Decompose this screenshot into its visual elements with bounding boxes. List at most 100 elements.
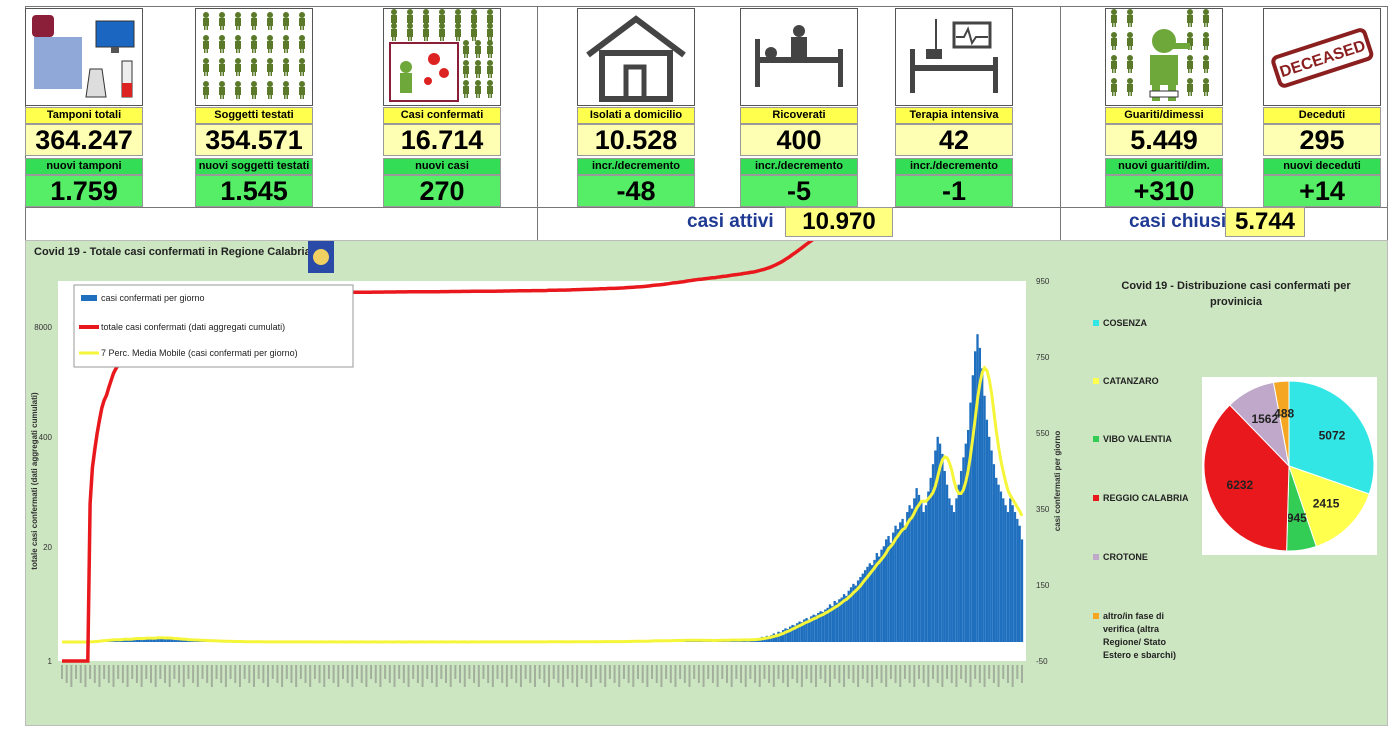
x-date-label bbox=[730, 665, 733, 687]
daily-bar bbox=[824, 609, 827, 642]
right-tick-label: 350 bbox=[1036, 505, 1050, 514]
pie-slice bbox=[1203, 404, 1290, 552]
daily-bar bbox=[142, 638, 146, 642]
x-date-label bbox=[445, 665, 447, 683]
card-value: 10.528 bbox=[577, 124, 695, 156]
card-sublabel: nuovi guariti/dim. bbox=[1105, 158, 1223, 175]
x-date-label bbox=[187, 665, 190, 679]
x-date-label bbox=[426, 665, 429, 679]
daily-bar bbox=[840, 597, 843, 642]
x-date-label bbox=[978, 665, 981, 683]
daily-bar bbox=[878, 556, 881, 642]
daily-bar bbox=[177, 639, 181, 642]
daily-bar bbox=[835, 602, 839, 642]
x-date-label bbox=[964, 665, 967, 683]
intensive-care-icon bbox=[895, 8, 1013, 106]
x-date-label bbox=[622, 665, 625, 679]
daily-bar bbox=[936, 436, 939, 642]
x-date-label bbox=[1011, 665, 1014, 687]
x-date-label bbox=[805, 665, 808, 679]
daily-bar bbox=[826, 607, 829, 642]
x-date-label bbox=[627, 665, 630, 683]
daily-bar bbox=[981, 368, 984, 642]
card-sublabel: nuovi soggetti testati bbox=[195, 158, 313, 175]
daily-bar bbox=[786, 629, 790, 642]
x-date-label bbox=[459, 665, 462, 683]
x-date-label bbox=[950, 665, 953, 683]
x-date-label bbox=[1006, 665, 1009, 683]
daily-bar bbox=[882, 546, 886, 642]
pie-value-label: 488 bbox=[1274, 407, 1294, 421]
x-date-label bbox=[103, 665, 106, 679]
x-date-label bbox=[126, 665, 129, 687]
x-date-label bbox=[65, 665, 68, 683]
daily-bar bbox=[903, 525, 907, 642]
daily-bar bbox=[1020, 539, 1024, 642]
x-date-label bbox=[899, 665, 902, 687]
card-subvalue: +310 bbox=[1105, 175, 1223, 207]
daily-bar bbox=[983, 395, 986, 642]
daily-bar bbox=[971, 375, 974, 642]
daily-bar bbox=[821, 611, 825, 642]
card-value: 354.571 bbox=[195, 124, 313, 156]
x-date-label bbox=[604, 665, 607, 687]
right-tick-label: 550 bbox=[1036, 429, 1050, 438]
x-date-label bbox=[660, 665, 663, 687]
x-date-label bbox=[969, 665, 972, 687]
closed-cases-value: 5.744 bbox=[1225, 207, 1305, 237]
x-date-label bbox=[145, 665, 148, 679]
hospital-bed-icon bbox=[740, 8, 858, 106]
pie-legend-swatch bbox=[1093, 554, 1099, 560]
daily-bar bbox=[915, 488, 918, 642]
x-date-label bbox=[749, 665, 752, 679]
region-emblem-icon bbox=[308, 241, 334, 273]
x-date-label bbox=[356, 665, 359, 679]
daily-bar bbox=[779, 632, 782, 642]
daily-bar bbox=[138, 638, 141, 642]
daily-bar bbox=[887, 535, 890, 642]
daily-bar bbox=[789, 626, 792, 642]
card-value: 364.247 bbox=[25, 124, 143, 156]
daily-bar bbox=[985, 419, 989, 642]
x-date-label bbox=[955, 665, 958, 687]
daily-bar bbox=[1002, 498, 1005, 642]
x-date-label bbox=[454, 665, 457, 679]
daily-bar bbox=[828, 604, 832, 642]
daily-bar bbox=[964, 443, 967, 642]
x-date-label bbox=[562, 665, 565, 687]
moving-average-line bbox=[62, 365, 1024, 644]
x-date-label bbox=[590, 665, 593, 687]
daily-bar bbox=[833, 600, 836, 642]
daily-bar bbox=[943, 471, 946, 642]
x-date-label bbox=[491, 665, 494, 687]
left-axis-label: totale casi confermati (dati aggregati c… bbox=[30, 392, 39, 570]
x-date-label bbox=[149, 665, 152, 683]
x-date-label bbox=[416, 665, 419, 683]
daily-bar bbox=[1006, 512, 1010, 642]
x-date-label bbox=[276, 665, 279, 683]
x-date-label bbox=[740, 665, 743, 683]
x-date-label bbox=[946, 665, 949, 679]
x-date-label bbox=[922, 665, 925, 683]
left-axis-ticks: 1 20 400 8000 bbox=[34, 323, 52, 666]
x-date-label bbox=[164, 665, 167, 683]
x-date-label bbox=[468, 665, 471, 679]
daily-bar bbox=[988, 436, 991, 642]
x-date-label bbox=[121, 665, 124, 683]
daily-bar bbox=[922, 512, 925, 642]
daily-bar bbox=[868, 563, 871, 642]
card-value: 42 bbox=[895, 124, 1013, 156]
daily-bars bbox=[88, 334, 1024, 642]
divider bbox=[26, 207, 1387, 208]
daily-bar bbox=[782, 630, 785, 642]
x-date-label bbox=[253, 665, 255, 687]
x-date-label bbox=[107, 665, 110, 683]
x-date-label bbox=[351, 665, 354, 687]
x-date-label bbox=[744, 665, 747, 687]
x-date-label bbox=[449, 665, 452, 687]
x-date-label bbox=[501, 665, 504, 683]
x-date-label bbox=[238, 665, 241, 687]
x-date-label bbox=[735, 665, 738, 679]
x-date-label bbox=[824, 665, 827, 683]
x-date-label bbox=[524, 665, 527, 679]
